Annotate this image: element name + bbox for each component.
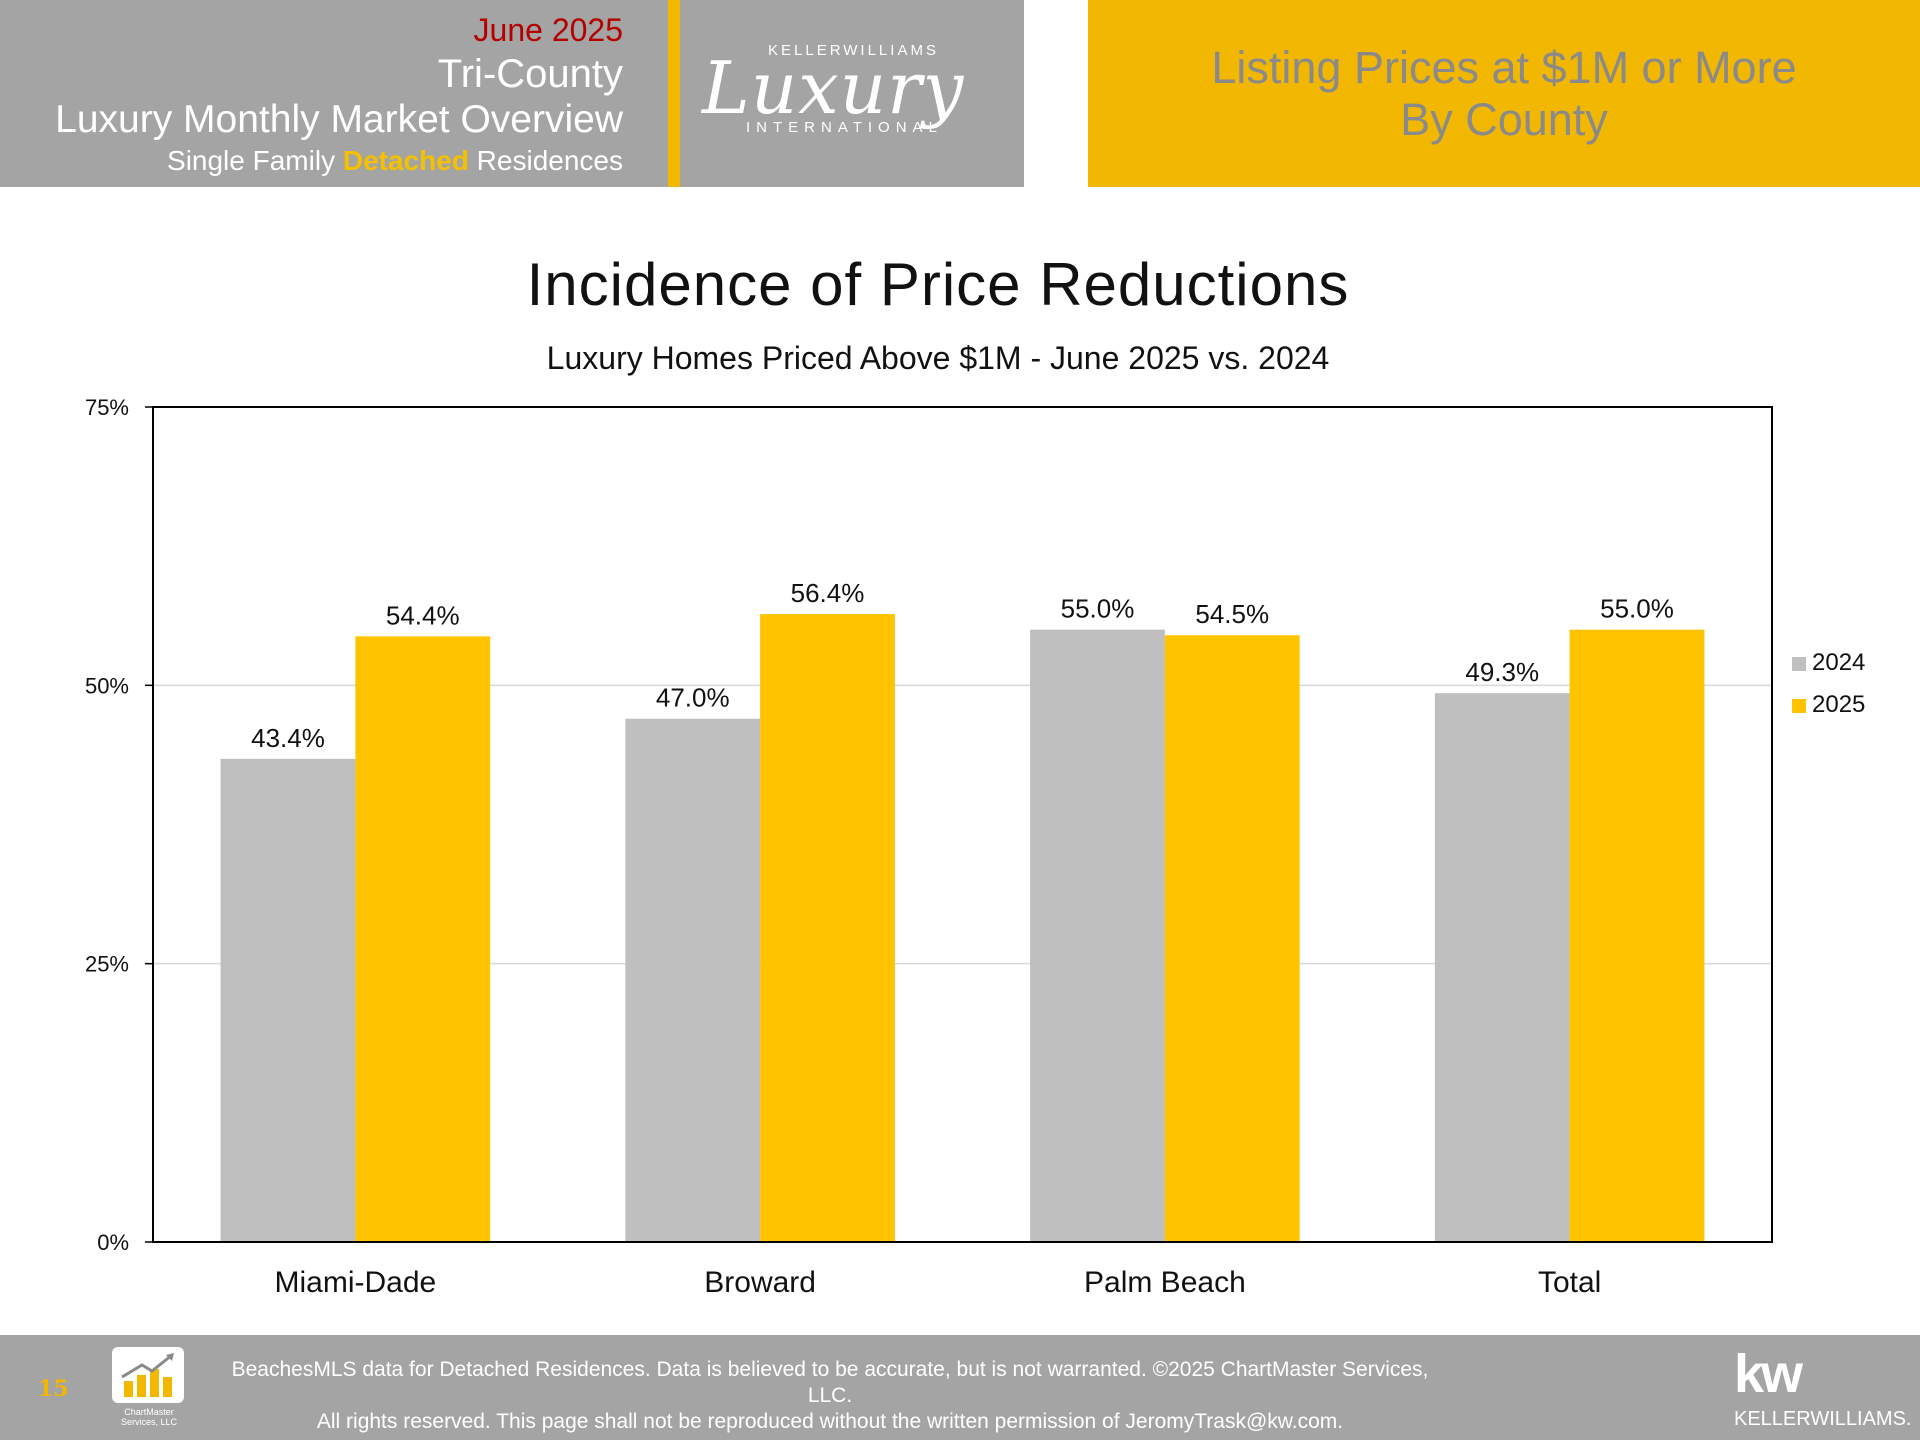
legend-label: 2025 [1812, 691, 1865, 718]
region-title: Tri-County [437, 52, 623, 96]
chartmaster-logo-text: ChartMaster Services, LLC [120, 1407, 178, 1427]
property-type-suffix: Residences [468, 145, 623, 176]
bar-2025 [1569, 629, 1705, 1242]
disclaimer-line1: BeachesMLS data for Detached Residences.… [231, 1358, 1429, 1407]
y-tick-label: 0% [97, 1230, 129, 1255]
footer: 15 ChartMaster Services, LLC BeachesMLS … [0, 1335, 1920, 1440]
data-label: 43.4% [251, 723, 325, 753]
bar-2025 [355, 636, 491, 1242]
y-tick-label: 50% [85, 673, 129, 698]
data-label: 55.0% [1061, 594, 1135, 624]
data-label: 55.0% [1600, 594, 1674, 624]
bar-2024 [625, 718, 761, 1242]
plot-frame [152, 406, 1773, 1243]
x-tick-label: Broward [704, 1266, 816, 1299]
header-divider [668, 0, 680, 187]
x-tick-label: Palm Beach [1084, 1266, 1246, 1299]
bar-2024 [1434, 693, 1570, 1242]
data-label: 54.5% [1195, 599, 1269, 629]
section-title-line1: Listing Prices at $1M or More [1211, 41, 1797, 93]
logo-sub-text: INTERNATIONAL [746, 119, 943, 136]
luxury-logo: KELLERWILLIAMS Luxury INTERNATIONAL [680, 0, 1024, 187]
legend-swatch [1792, 699, 1806, 713]
bar-chart: 0% 25% 50% 75% 43.4% 54.4% Miami-Dade 47.0% 56.4… [85, 395, 1865, 1299]
header-left-panel: June 2025 Tri-County Luxury Monthly Mark… [0, 0, 668, 187]
report-date: June 2025 [473, 12, 623, 48]
kw-logo-mark: kw [1734, 1344, 1803, 1404]
data-label: 47.0% [656, 683, 730, 713]
section-title-panel: Listing Prices at $1M or More By County [1088, 0, 1920, 187]
section-title-line2: By County [1400, 93, 1608, 145]
x-tick-label: Miami-Dade [275, 1266, 437, 1299]
bar-2024 [220, 758, 356, 1242]
y-tick-label: 75% [85, 395, 129, 420]
legend-swatch [1792, 657, 1806, 671]
disclaimer: BeachesMLS data for Detached Residences.… [230, 1357, 1430, 1435]
data-label: 49.3% [1465, 657, 1539, 687]
kw-logo-wordmark: KELLERWILLIAMS. [1734, 1408, 1912, 1430]
x-tick-label: Total [1538, 1266, 1601, 1299]
chartmaster-logo-icon [112, 1347, 184, 1403]
property-type-highlight: Detached [342, 145, 469, 176]
legend-label: 2024 [1812, 649, 1865, 676]
data-label: 54.4% [386, 600, 460, 630]
chart-subtitle: Luxury Homes Priced Above $1M - June 202… [546, 340, 1330, 376]
report-title: Luxury Monthly Market Overview [55, 98, 623, 141]
bar-2025 [760, 614, 895, 1242]
logo-brand-text: KELLERWILLIAMS [768, 42, 939, 59]
y-tick-label: 25% [85, 952, 129, 977]
bar-2025 [1164, 635, 1300, 1242]
chart-title: Incidence of Price Reductions [526, 251, 1350, 318]
logo-script-text: Luxury [702, 46, 965, 130]
bar-2024 [1030, 629, 1165, 1242]
disclaimer-line2: All rights reserved. This page shall not… [316, 1410, 1344, 1433]
page-number: 15 [38, 1376, 69, 1402]
data-label: 56.4% [791, 578, 865, 608]
property-type: Single Family Detached Residences [167, 145, 623, 177]
property-type-prefix: Single Family [167, 145, 343, 176]
